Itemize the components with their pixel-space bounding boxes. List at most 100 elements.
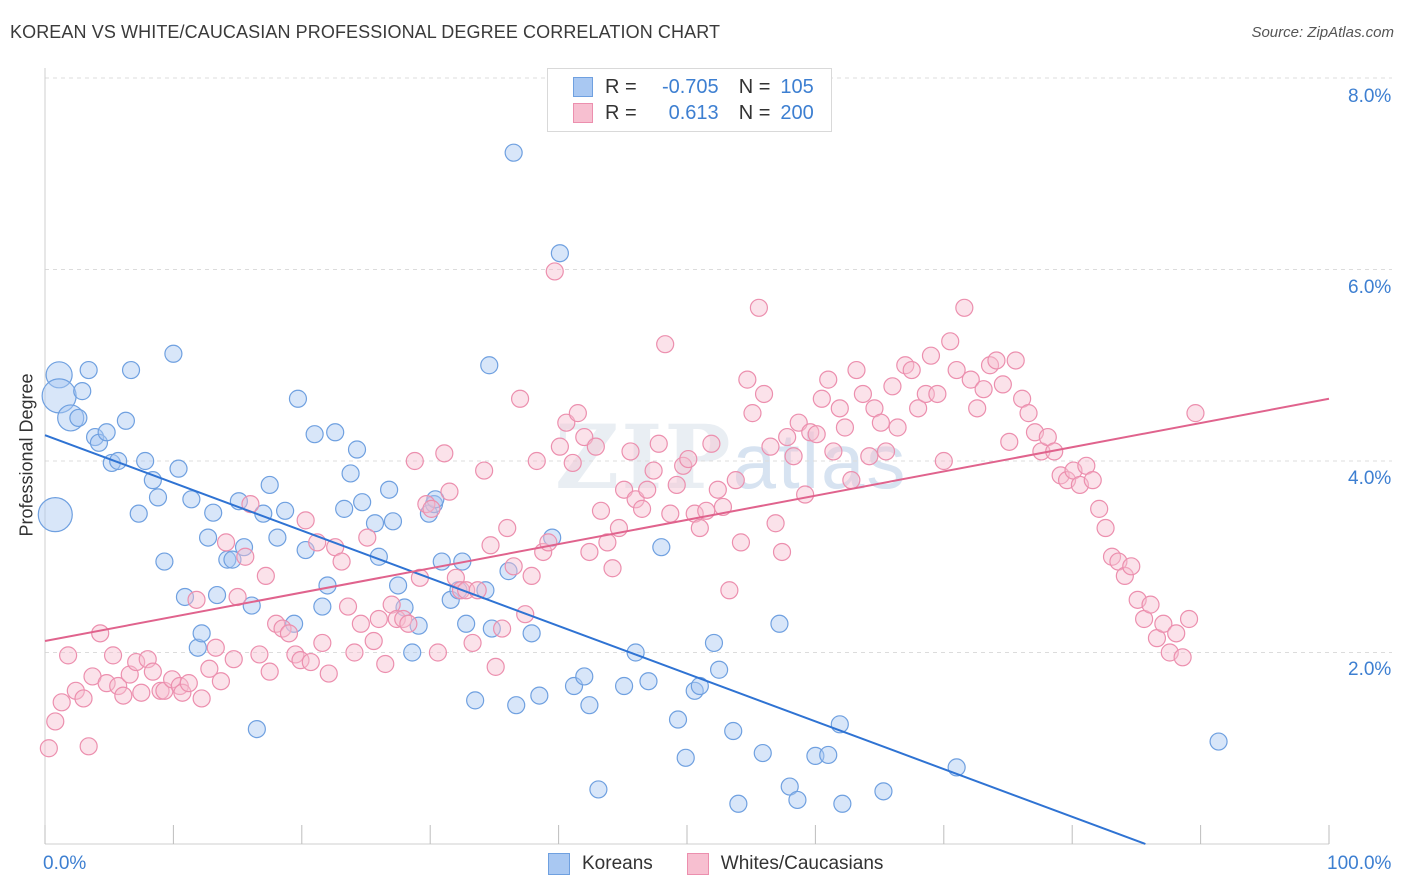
- data-point: [1090, 499, 1109, 518]
- x-tick-label-min: 0.0%: [43, 853, 87, 874]
- data-point: [345, 643, 364, 662]
- data-point: [586, 437, 605, 456]
- data-point: [888, 418, 907, 437]
- data-point: [545, 262, 564, 281]
- data-point: [720, 581, 739, 600]
- data-point: [1083, 471, 1102, 490]
- gridlines: [45, 77, 1392, 653]
- data-point: [301, 652, 320, 672]
- data-point: [250, 645, 269, 664]
- data-point: [754, 384, 774, 404]
- data-point: [883, 377, 902, 396]
- data-point: [807, 425, 826, 444]
- data-point: [853, 384, 873, 404]
- data-point: [463, 633, 482, 653]
- data-point: [97, 423, 116, 442]
- data-point: [679, 449, 698, 469]
- data-point: [389, 576, 408, 595]
- data-point: [550, 437, 569, 456]
- data-point: [934, 451, 953, 471]
- data-point: [198, 528, 218, 547]
- data-point: [148, 488, 168, 507]
- data-point: [481, 536, 500, 555]
- data-point: [726, 471, 745, 490]
- data-point: [109, 676, 128, 696]
- data-point: [66, 681, 85, 700]
- data-point: [676, 748, 695, 767]
- data-point: [504, 143, 523, 162]
- data-point: [724, 721, 743, 741]
- data-point: [109, 451, 128, 471]
- data-point: [305, 425, 324, 444]
- data-point: [256, 566, 275, 586]
- data-point: [961, 370, 980, 389]
- data-point: [173, 683, 192, 702]
- data-point: [493, 619, 512, 638]
- data-point: [353, 493, 372, 512]
- data-point: [380, 480, 399, 499]
- data-point: [369, 609, 388, 629]
- data-point: [801, 423, 820, 442]
- y-tick-label-2: 2.0%: [1348, 659, 1392, 680]
- legend-r-value: -0.705: [661, 75, 719, 98]
- data-point: [835, 418, 855, 437]
- data-point: [91, 624, 110, 643]
- data-point: [326, 423, 345, 442]
- data-point: [216, 533, 236, 552]
- data-point: [580, 542, 599, 562]
- chart-title: KOREAN VS WHITE/CAUCASIAN PROFESSIONAL D…: [10, 22, 721, 42]
- data-point: [103, 646, 123, 665]
- data-point: [151, 681, 170, 700]
- data-point: [73, 382, 92, 401]
- data-point: [59, 646, 78, 665]
- chart-source: Source: ZipAtlas.com: [1251, 24, 1394, 41]
- data-point: [313, 597, 332, 616]
- data-point: [639, 672, 658, 691]
- data-point: [522, 624, 541, 643]
- data-point: [1186, 404, 1205, 423]
- legend-n-value: 105: [780, 75, 814, 98]
- series-whites: [39, 262, 1205, 758]
- data-point: [211, 672, 231, 691]
- data-point: [1141, 595, 1160, 614]
- data-point: [351, 614, 370, 633]
- data-point: [589, 780, 608, 799]
- data-point: [206, 638, 225, 657]
- data-point: [57, 404, 85, 432]
- data-point: [909, 399, 928, 418]
- data-point: [498, 518, 517, 538]
- data-point: [591, 501, 611, 520]
- data-point: [116, 411, 135, 430]
- data-point: [155, 552, 174, 571]
- data-point: [45, 361, 73, 389]
- data-point: [46, 712, 65, 731]
- legend-swatch-whites: [573, 103, 593, 123]
- data-point: [955, 298, 974, 317]
- series-koreans: [37, 143, 1228, 813]
- trend-line-koreans: [44, 434, 1146, 845]
- data-point: [313, 633, 332, 653]
- data-point: [652, 538, 671, 557]
- data-point: [690, 518, 709, 538]
- data-point: [121, 360, 141, 380]
- y-tick-label-8: 8.0%: [1348, 86, 1392, 107]
- data-point: [796, 485, 815, 504]
- data-point: [568, 404, 587, 423]
- data-point: [387, 609, 406, 629]
- data-point: [358, 528, 377, 547]
- legend-row-koreans: R = -0.705 N = 105: [573, 75, 814, 99]
- data-point: [830, 399, 849, 418]
- data-point: [761, 437, 780, 456]
- data-point: [192, 624, 211, 643]
- data-point: [1154, 614, 1173, 633]
- data-point: [364, 631, 383, 651]
- data-point: [743, 404, 762, 423]
- data-point: [435, 444, 454, 463]
- data-point: [97, 674, 116, 693]
- trend-lines: [44, 397, 1330, 845]
- legend-row-whites: R = 0.613 N = 200: [573, 101, 814, 125]
- data-point: [968, 399, 987, 418]
- data-point: [79, 737, 98, 756]
- data-point: [656, 335, 675, 354]
